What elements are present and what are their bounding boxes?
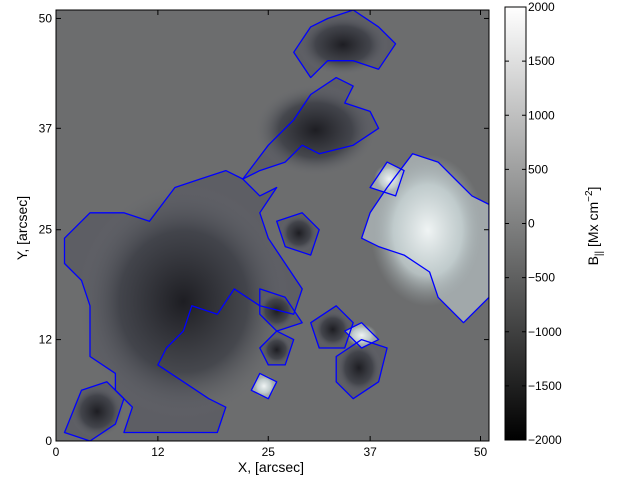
colorbar-tick-label: −500 — [528, 271, 555, 285]
plot-frame — [55, 9, 490, 442]
contour-line-1 — [242, 76, 380, 180]
y-tick-label: 50 — [39, 11, 53, 25]
colorbar-label-unit: [Mx cm — [585, 202, 601, 251]
colorbar-tick-label: 500 — [528, 162, 548, 176]
x-axis-label: X, [arcsec] — [238, 459, 304, 475]
colorbar-tick-label: 1000 — [528, 108, 555, 122]
colorbar-tick-label: −2000 — [528, 433, 562, 447]
positive-flux-core-11 — [252, 374, 276, 398]
colorbar-label-exp: −2 — [584, 190, 595, 202]
x-tick-label: 0 — [53, 445, 60, 459]
x-tick-label: 25 — [262, 445, 276, 459]
negative-flux-core-6 — [335, 341, 382, 395]
x-tick-label: 12 — [151, 445, 165, 459]
negative-flux-core-1 — [254, 84, 377, 176]
negative-flux-core-7 — [70, 384, 124, 439]
contour-line-11 — [250, 372, 278, 400]
negative-flux-core-4 — [257, 291, 296, 330]
contour-line-12 — [369, 161, 405, 197]
colorbar-label-close: ] — [585, 187, 601, 191]
colorbar-tick-label: 0 — [528, 217, 535, 231]
y-tick-label: 25 — [39, 223, 53, 237]
x-tick-label: 50 — [474, 445, 488, 459]
y-axis-label: Y, [arcsec] — [14, 196, 30, 260]
negative-flux-core-2 — [297, 14, 389, 76]
magnetogram-plot-area: 0 12 25 37 50 0 12 25 37 50 — [39, 9, 490, 459]
contour-line-4 — [259, 288, 303, 332]
contour-line-10 — [344, 322, 380, 349]
positive-flux-core-9 — [370, 154, 486, 307]
colorbar-label-main: B — [585, 256, 601, 265]
y-tick-label: 12 — [39, 333, 53, 347]
colorbar-tick-label: 2000 — [528, 0, 555, 14]
negative-flux-core-0 — [76, 183, 291, 420]
colorbar-label: B|| [Mx cm−2] — [584, 187, 605, 266]
colorbar-tick-label: −1000 — [528, 325, 562, 339]
colorbar-tick-label: −1500 — [528, 379, 562, 393]
colorbar-label-sub: || — [594, 251, 605, 256]
negative-flux-core-8 — [261, 334, 293, 365]
contour-line-6 — [335, 338, 388, 400]
contour-line-7 — [63, 381, 125, 441]
x-tick-label: 37 — [363, 445, 377, 459]
contour-line-8 — [259, 330, 295, 366]
y-tick-label: 0 — [45, 434, 52, 448]
colorbar: 2000 1500 1000 500 0 −500 −1000 −1500 −2000 — [504, 0, 562, 447]
contour-line-3 — [276, 212, 320, 256]
colorbar-tick-label: 1500 — [528, 54, 555, 68]
y-tick-label: 37 — [39, 121, 53, 135]
negative-flux-core-3 — [279, 214, 318, 253]
contour-line-2 — [293, 10, 397, 79]
contour-line-9 — [360, 153, 489, 324]
negative-flux-core-5 — [313, 310, 352, 349]
